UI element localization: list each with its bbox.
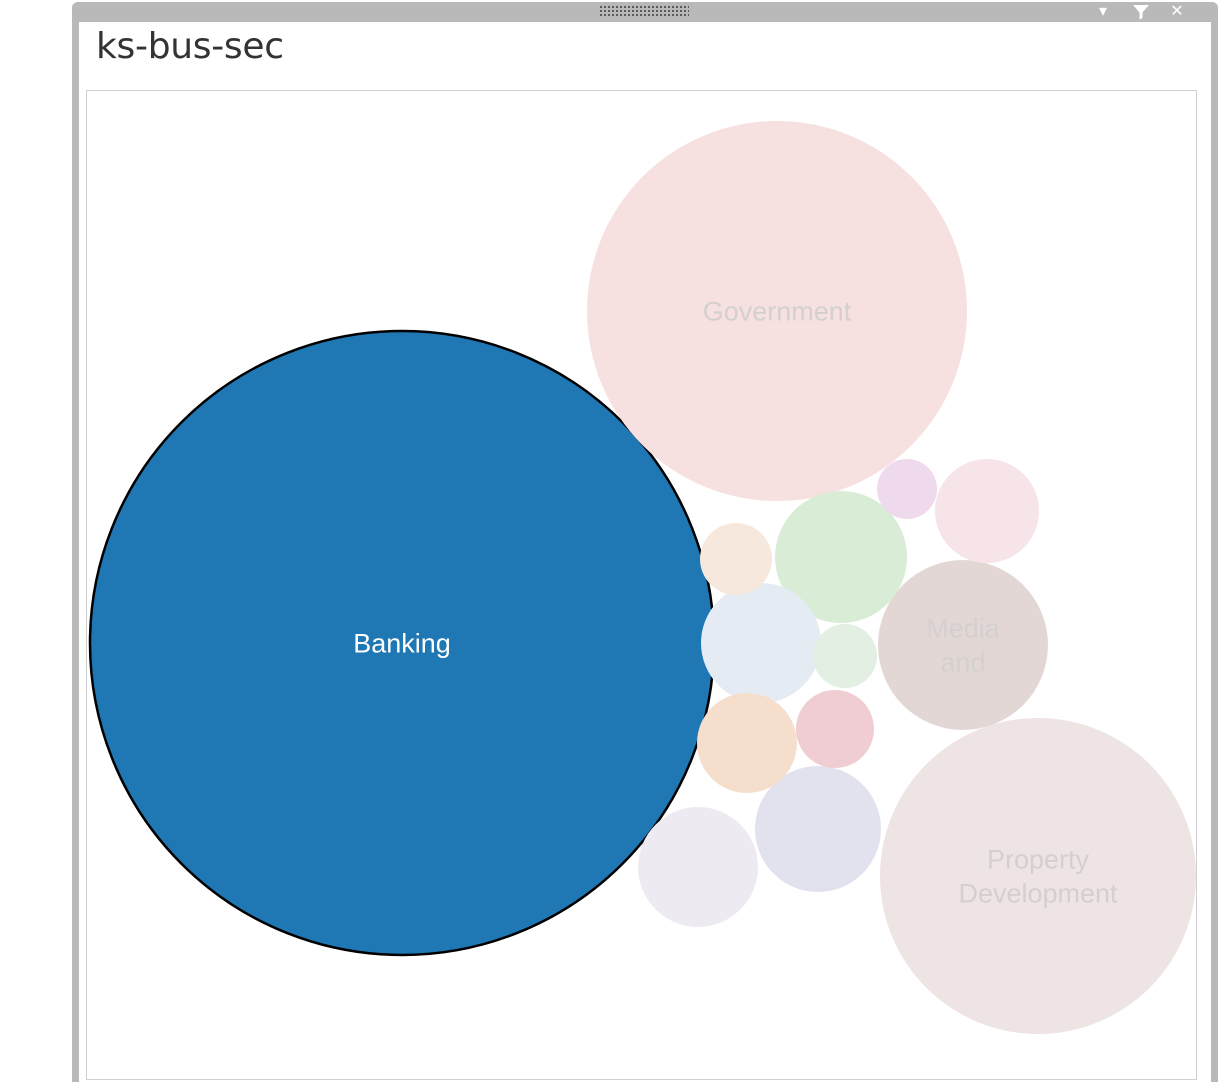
bubble-label-property-development: Property Development bbox=[958, 844, 1118, 908]
bubble-6[interactable] bbox=[755, 766, 881, 892]
bubble-12[interactable] bbox=[796, 690, 874, 768]
dropdown-icon[interactable]: ▾ bbox=[1098, 1, 1108, 20]
bubble-label-media-and: Media and bbox=[926, 613, 1001, 677]
bubble-label-line: and bbox=[940, 647, 985, 677]
drag-handle-icon[interactable] bbox=[599, 5, 689, 17]
bubble-chart: Banking Government Property Development Medi… bbox=[88, 121, 1196, 1034]
bubble-label-line: Banking bbox=[353, 628, 451, 658]
bubble-label-line: Government bbox=[703, 296, 852, 326]
bubble-8[interactable] bbox=[638, 807, 758, 927]
bubble-label-line: Development bbox=[958, 878, 1118, 908]
bubble-label-line: Property bbox=[987, 844, 1090, 874]
panel-titlebar[interactable]: ▾ ✕ bbox=[72, 2, 1218, 22]
bubble-5[interactable] bbox=[775, 491, 907, 623]
bubble-chart-area: Banking Government Property Development Medi… bbox=[86, 90, 1197, 1080]
filter-icon-glyph bbox=[1133, 5, 1149, 20]
bubble-14[interactable] bbox=[877, 459, 937, 519]
close-icon[interactable]: ✕ bbox=[1170, 1, 1184, 20]
bubble-property-development[interactable] bbox=[880, 718, 1196, 1034]
bubble-11[interactable] bbox=[700, 523, 772, 595]
bubble-government[interactable] bbox=[587, 121, 967, 501]
bubble-10[interactable] bbox=[935, 459, 1039, 563]
bubble-7[interactable] bbox=[701, 583, 821, 703]
bubble-label-government: Government bbox=[703, 296, 852, 326]
panel-title: ks-bus-sec bbox=[96, 26, 284, 67]
bubble-label-banking: Banking bbox=[353, 628, 451, 658]
bubble-13[interactable] bbox=[813, 624, 877, 688]
bubble-label-line: Media bbox=[926, 613, 1001, 643]
bubble-9[interactable] bbox=[697, 693, 797, 793]
bubble-media-and[interactable] bbox=[878, 560, 1048, 730]
filter-icon[interactable] bbox=[1130, 2, 1152, 22]
